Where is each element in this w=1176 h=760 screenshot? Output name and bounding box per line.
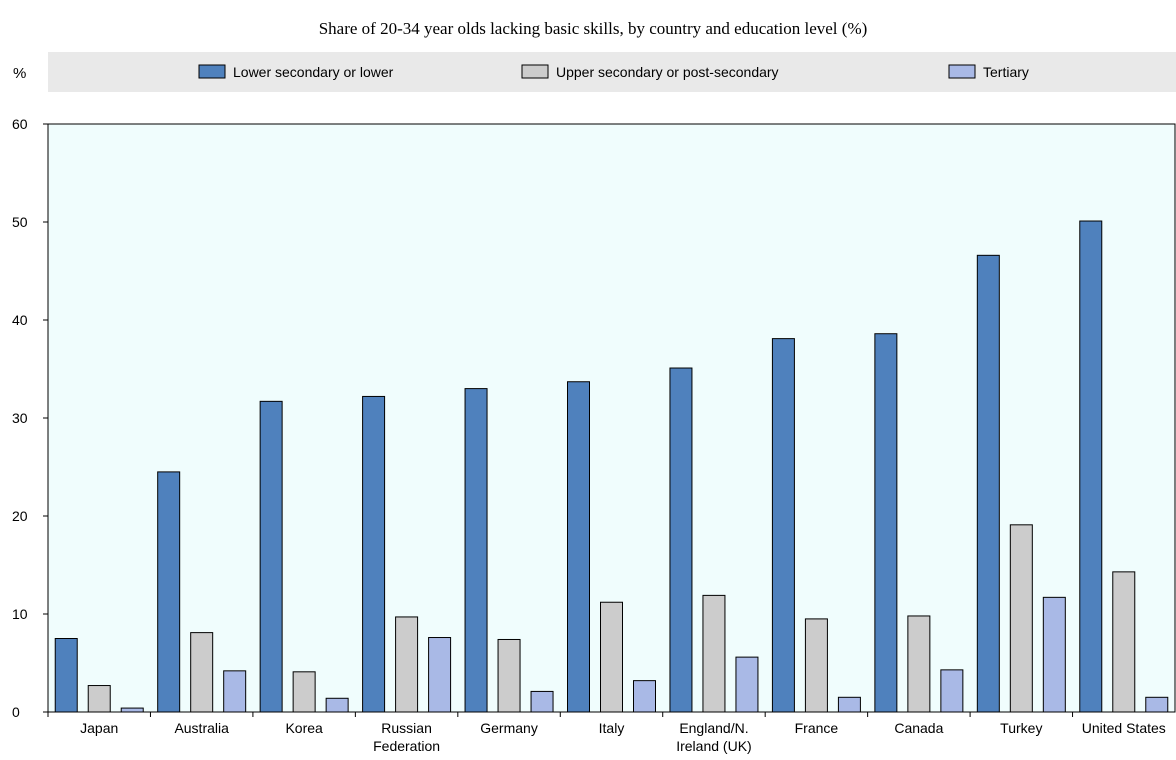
y-axis-ticks: 0 10 20 30 40 50 60 — [12, 116, 48, 720]
bars-group — [54, 220, 1169, 713]
x-category-label: Japan — [80, 720, 118, 736]
y-tick-label: 60 — [12, 116, 28, 132]
bar-series-2-cat-6 — [600, 601, 623, 713]
bar-series-1-cat-7 — [669, 367, 693, 713]
bar-series-1-cat-4 — [362, 395, 386, 713]
x-category-label: Turkey — [1000, 720, 1042, 736]
y-tick-label: 10 — [12, 606, 28, 622]
chart-title: Share of 20-34 year olds lacking basic s… — [319, 19, 868, 38]
bar-series-1-cat-1 — [54, 638, 78, 713]
legend-swatch-2 — [521, 64, 549, 79]
bar-series-3-cat-8 — [837, 696, 861, 713]
bar-series-1-cat-2 — [157, 471, 181, 713]
bar-series-3-cat-5 — [530, 690, 554, 713]
legend-swatch-1 — [198, 64, 226, 79]
y-tick-label: 40 — [12, 312, 28, 328]
bar-series-2-cat-9 — [907, 615, 931, 713]
y-tick-label: 50 — [12, 214, 28, 230]
bar-series-3-cat-6 — [633, 680, 656, 713]
x-category-label: Italy — [599, 720, 625, 736]
bar-series-2-cat-2 — [190, 632, 214, 713]
x-category-label: France — [795, 720, 839, 736]
bar-series-1-cat-8 — [771, 338, 795, 713]
legend-label-1: Lower secondary or lower — [233, 64, 394, 80]
bar-series-2-cat-11 — [1112, 571, 1136, 713]
bar-series-3-cat-10 — [1042, 596, 1066, 713]
x-category-label: Canada — [894, 720, 943, 736]
legend: Lower secondary or lower Upper secondary … — [198, 64, 1029, 80]
bar-series-1-cat-11 — [1079, 220, 1103, 713]
bar-series-1-cat-3 — [259, 400, 283, 713]
y-axis-unit-label: % — [13, 65, 26, 82]
legend-label-3: Tertiary — [983, 64, 1029, 80]
bar-series-3-cat-1 — [120, 707, 144, 713]
bar-series-2-cat-10 — [1009, 524, 1033, 713]
legend-label-2: Upper secondary or post-secondary — [556, 64, 779, 80]
x-category-label: Korea — [285, 720, 323, 736]
bar-series-2-cat-3 — [292, 671, 316, 713]
bar-series-1-cat-10 — [976, 254, 1000, 713]
bar-series-3-cat-11 — [1145, 696, 1169, 713]
bar-series-2-cat-4 — [395, 616, 419, 713]
plot-frame — [47, 123, 1176, 713]
bar-series-1-cat-9 — [874, 333, 898, 713]
x-category-label: England/N. Ireland (UK) — [676, 720, 751, 754]
legend-swatch-3 — [948, 64, 976, 79]
bar-series-1-cat-5 — [464, 388, 488, 713]
bar-series-2-cat-8 — [804, 618, 828, 713]
x-category-label: Russian Federation — [373, 720, 440, 754]
bar-series-3-cat-7 — [735, 656, 759, 713]
bar-series-3-cat-9 — [940, 669, 964, 713]
legend-band — [48, 52, 1176, 92]
bar-series-3-cat-2 — [223, 670, 247, 713]
bar-series-2-cat-5 — [497, 638, 521, 713]
x-axis-labels: Japan Australia Korea Russian Federation Germ… — [47, 712, 1166, 754]
x-category-label: United States — [1082, 720, 1166, 736]
y-tick-label: 0 — [12, 704, 20, 720]
bar-series-2-cat-7 — [702, 594, 726, 713]
y-tick-label: 20 — [12, 508, 28, 524]
bar-series-3-cat-4 — [428, 637, 452, 713]
y-tick-label: 30 — [12, 410, 28, 426]
bar-series-3-cat-3 — [325, 697, 349, 713]
x-category-label: Australia — [174, 720, 229, 736]
x-category-label: Germany — [480, 720, 538, 736]
bar-series-2-cat-1 — [87, 685, 111, 713]
bar-series-1-cat-6 — [567, 381, 590, 713]
